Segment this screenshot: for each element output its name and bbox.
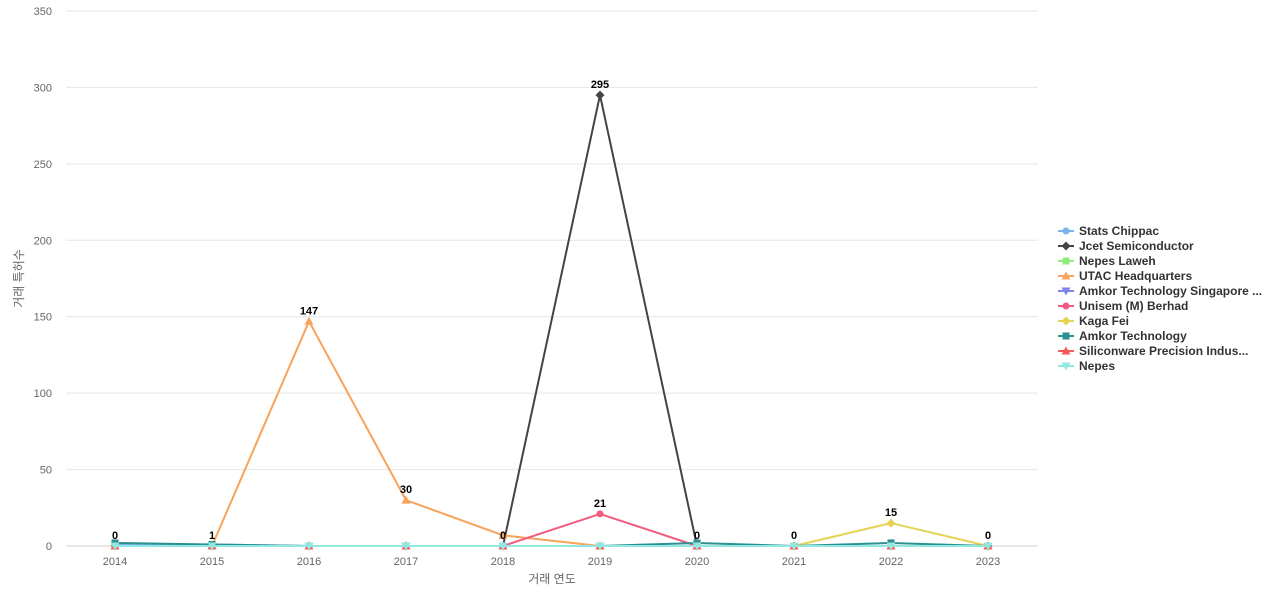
data-label: 15	[885, 507, 897, 519]
data-label: 0	[985, 530, 991, 542]
data-point	[983, 542, 993, 551]
legend-item[interactable]: Unisem (M) Berhad	[1058, 299, 1188, 313]
gridlines	[66, 10, 1038, 547]
legend-label: Stats Chippac	[1079, 224, 1159, 238]
legend-item[interactable]: Nepes	[1058, 359, 1115, 373]
data-point	[595, 542, 605, 551]
legend-label: UTAC Headquarters	[1079, 269, 1192, 283]
legend-marker	[1062, 257, 1070, 265]
legend-label: Jcet Semiconductor	[1079, 239, 1194, 253]
data-label: 30	[400, 484, 412, 496]
legend-label: Amkor Technology	[1079, 329, 1187, 343]
legend-item[interactable]: UTAC Headquarters	[1058, 269, 1192, 283]
data-point	[110, 542, 120, 551]
data-label: 1	[209, 530, 215, 542]
series-3	[110, 316, 993, 550]
series-9	[110, 542, 993, 551]
y-tick-label: 150	[34, 312, 52, 324]
x-tick-label: 2016	[297, 556, 321, 568]
y-tick-label: 350	[34, 6, 52, 18]
legend-item[interactable]: Siliconware Precision Indus...	[1058, 344, 1248, 358]
legend-item[interactable]: Nepes Laweh	[1058, 254, 1156, 268]
data-label: 0	[694, 530, 700, 542]
legend-marker	[1062, 227, 1070, 235]
series-lines	[110, 90, 993, 551]
data-label: 147	[300, 305, 318, 317]
data-point	[207, 542, 217, 551]
y-tick-label: 0	[46, 541, 52, 553]
x-tick-label: 2015	[200, 556, 224, 568]
series-line	[115, 320, 988, 547]
x-tick-label: 2020	[685, 556, 709, 568]
legend-label: Kaga Fei	[1079, 314, 1129, 328]
x-axis-ticks: 2014 2015 2016 2017 2018 2019 2020 2021 2022 2023	[103, 556, 1000, 568]
x-tick-label: 2018	[491, 556, 515, 568]
y-tick-label: 100	[34, 388, 52, 400]
legend-label: Amkor Technology Singapore ...	[1079, 284, 1262, 298]
legend-marker	[1061, 271, 1071, 280]
legend-item[interactable]: Kaga Fei	[1058, 314, 1129, 328]
y-axis-title: 거래 특허수	[12, 249, 26, 308]
data-point	[692, 542, 702, 551]
data-point	[304, 316, 314, 325]
legend-marker	[1061, 346, 1071, 355]
series-line	[115, 522, 989, 547]
legend-item[interactable]: Stats Chippac	[1058, 224, 1159, 238]
data-label: 21	[594, 498, 606, 510]
legend-item[interactable]: Amkor Technology	[1058, 329, 1187, 343]
data-point	[595, 90, 605, 100]
y-axis-ticks: 0 50 100 150 200 250 300 350	[34, 6, 52, 553]
x-tick-label: 2021	[782, 556, 806, 568]
series-line	[115, 94, 988, 547]
legend-marker	[1061, 362, 1071, 371]
legend-item[interactable]: Jcet Semiconductor	[1058, 239, 1194, 253]
x-tick-label: 2014	[103, 556, 127, 568]
legend-label: Siliconware Precision Indus...	[1079, 344, 1248, 358]
data-point	[401, 495, 411, 504]
legend-marker	[1062, 332, 1070, 340]
series-1	[110, 90, 993, 551]
data-labels: 0 1 147 30 0 295 0 0 15 0 21	[112, 79, 991, 542]
x-axis-title: 거래 연도	[528, 572, 576, 586]
legend-label: Nepes Laweh	[1079, 254, 1156, 268]
y-tick-label: 300	[34, 82, 52, 94]
legend-label: Unisem (M) Berhad	[1079, 299, 1188, 313]
data-label: 0	[500, 530, 506, 542]
legend-label: Nepes	[1079, 359, 1115, 373]
legend-item[interactable]: Amkor Technology Singapore ...	[1058, 284, 1262, 298]
x-tick-label: 2022	[879, 556, 903, 568]
legend-marker	[1061, 287, 1071, 296]
y-tick-label: 200	[34, 235, 52, 247]
y-tick-label: 250	[34, 159, 52, 171]
x-tick-label: 2019	[588, 556, 612, 568]
data-point	[789, 542, 799, 551]
data-label: 0	[791, 530, 797, 542]
data-point	[304, 542, 314, 551]
data-point	[886, 518, 896, 528]
data-label: 0	[112, 530, 118, 542]
x-tick-label: 2023	[976, 556, 1000, 568]
data-point	[401, 542, 411, 551]
data-point	[596, 510, 604, 518]
legend-marker	[1061, 241, 1071, 251]
legend-marker	[1061, 316, 1071, 326]
data-label: 295	[591, 79, 609, 91]
data-point	[498, 542, 508, 551]
data-point	[886, 542, 896, 551]
legend-marker	[1062, 302, 1070, 310]
x-tick-label: 2017	[394, 556, 418, 568]
data-point	[498, 530, 508, 539]
y-tick-label: 50	[40, 465, 52, 477]
